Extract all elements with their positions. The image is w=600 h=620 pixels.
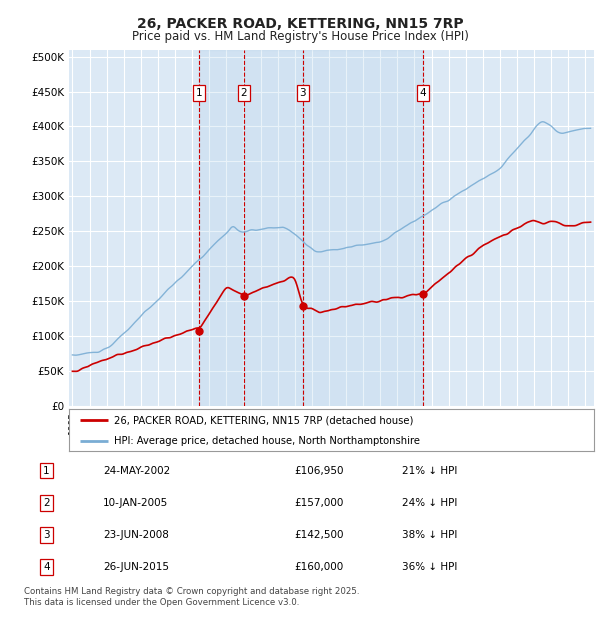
Text: £157,000: £157,000	[295, 498, 344, 508]
Text: 1: 1	[43, 466, 50, 476]
Text: 23-JUN-2008: 23-JUN-2008	[103, 530, 169, 540]
Text: 2: 2	[43, 498, 50, 508]
Text: 4: 4	[419, 88, 426, 98]
Text: 26-JUN-2015: 26-JUN-2015	[103, 562, 169, 572]
Text: £142,500: £142,500	[295, 530, 344, 540]
Text: Price paid vs. HM Land Registry's House Price Index (HPI): Price paid vs. HM Land Registry's House …	[131, 30, 469, 43]
Bar	[244, 50, 303, 406]
Text: 4: 4	[43, 562, 50, 572]
Text: 1: 1	[196, 88, 202, 98]
Text: 10-JAN-2005: 10-JAN-2005	[103, 498, 168, 508]
Bar	[199, 50, 244, 406]
Text: 2: 2	[241, 88, 247, 98]
Text: 36% ↓ HPI: 36% ↓ HPI	[402, 562, 457, 572]
Bar	[303, 50, 422, 406]
Text: 3: 3	[43, 530, 50, 540]
Text: £160,000: £160,000	[295, 562, 344, 572]
Text: 26, PACKER ROAD, KETTERING, NN15 7RP (detached house): 26, PACKER ROAD, KETTERING, NN15 7RP (de…	[113, 415, 413, 425]
Text: 26, PACKER ROAD, KETTERING, NN15 7RP: 26, PACKER ROAD, KETTERING, NN15 7RP	[137, 17, 463, 32]
Text: 38% ↓ HPI: 38% ↓ HPI	[402, 530, 457, 540]
Text: £106,950: £106,950	[295, 466, 344, 476]
Text: HPI: Average price, detached house, North Northamptonshire: HPI: Average price, detached house, Nort…	[113, 436, 419, 446]
Text: 24% ↓ HPI: 24% ↓ HPI	[402, 498, 457, 508]
Text: 3: 3	[299, 88, 306, 98]
Text: 24-MAY-2002: 24-MAY-2002	[103, 466, 170, 476]
Text: Contains HM Land Registry data © Crown copyright and database right 2025.
This d: Contains HM Land Registry data © Crown c…	[24, 587, 359, 608]
Text: 21% ↓ HPI: 21% ↓ HPI	[402, 466, 457, 476]
